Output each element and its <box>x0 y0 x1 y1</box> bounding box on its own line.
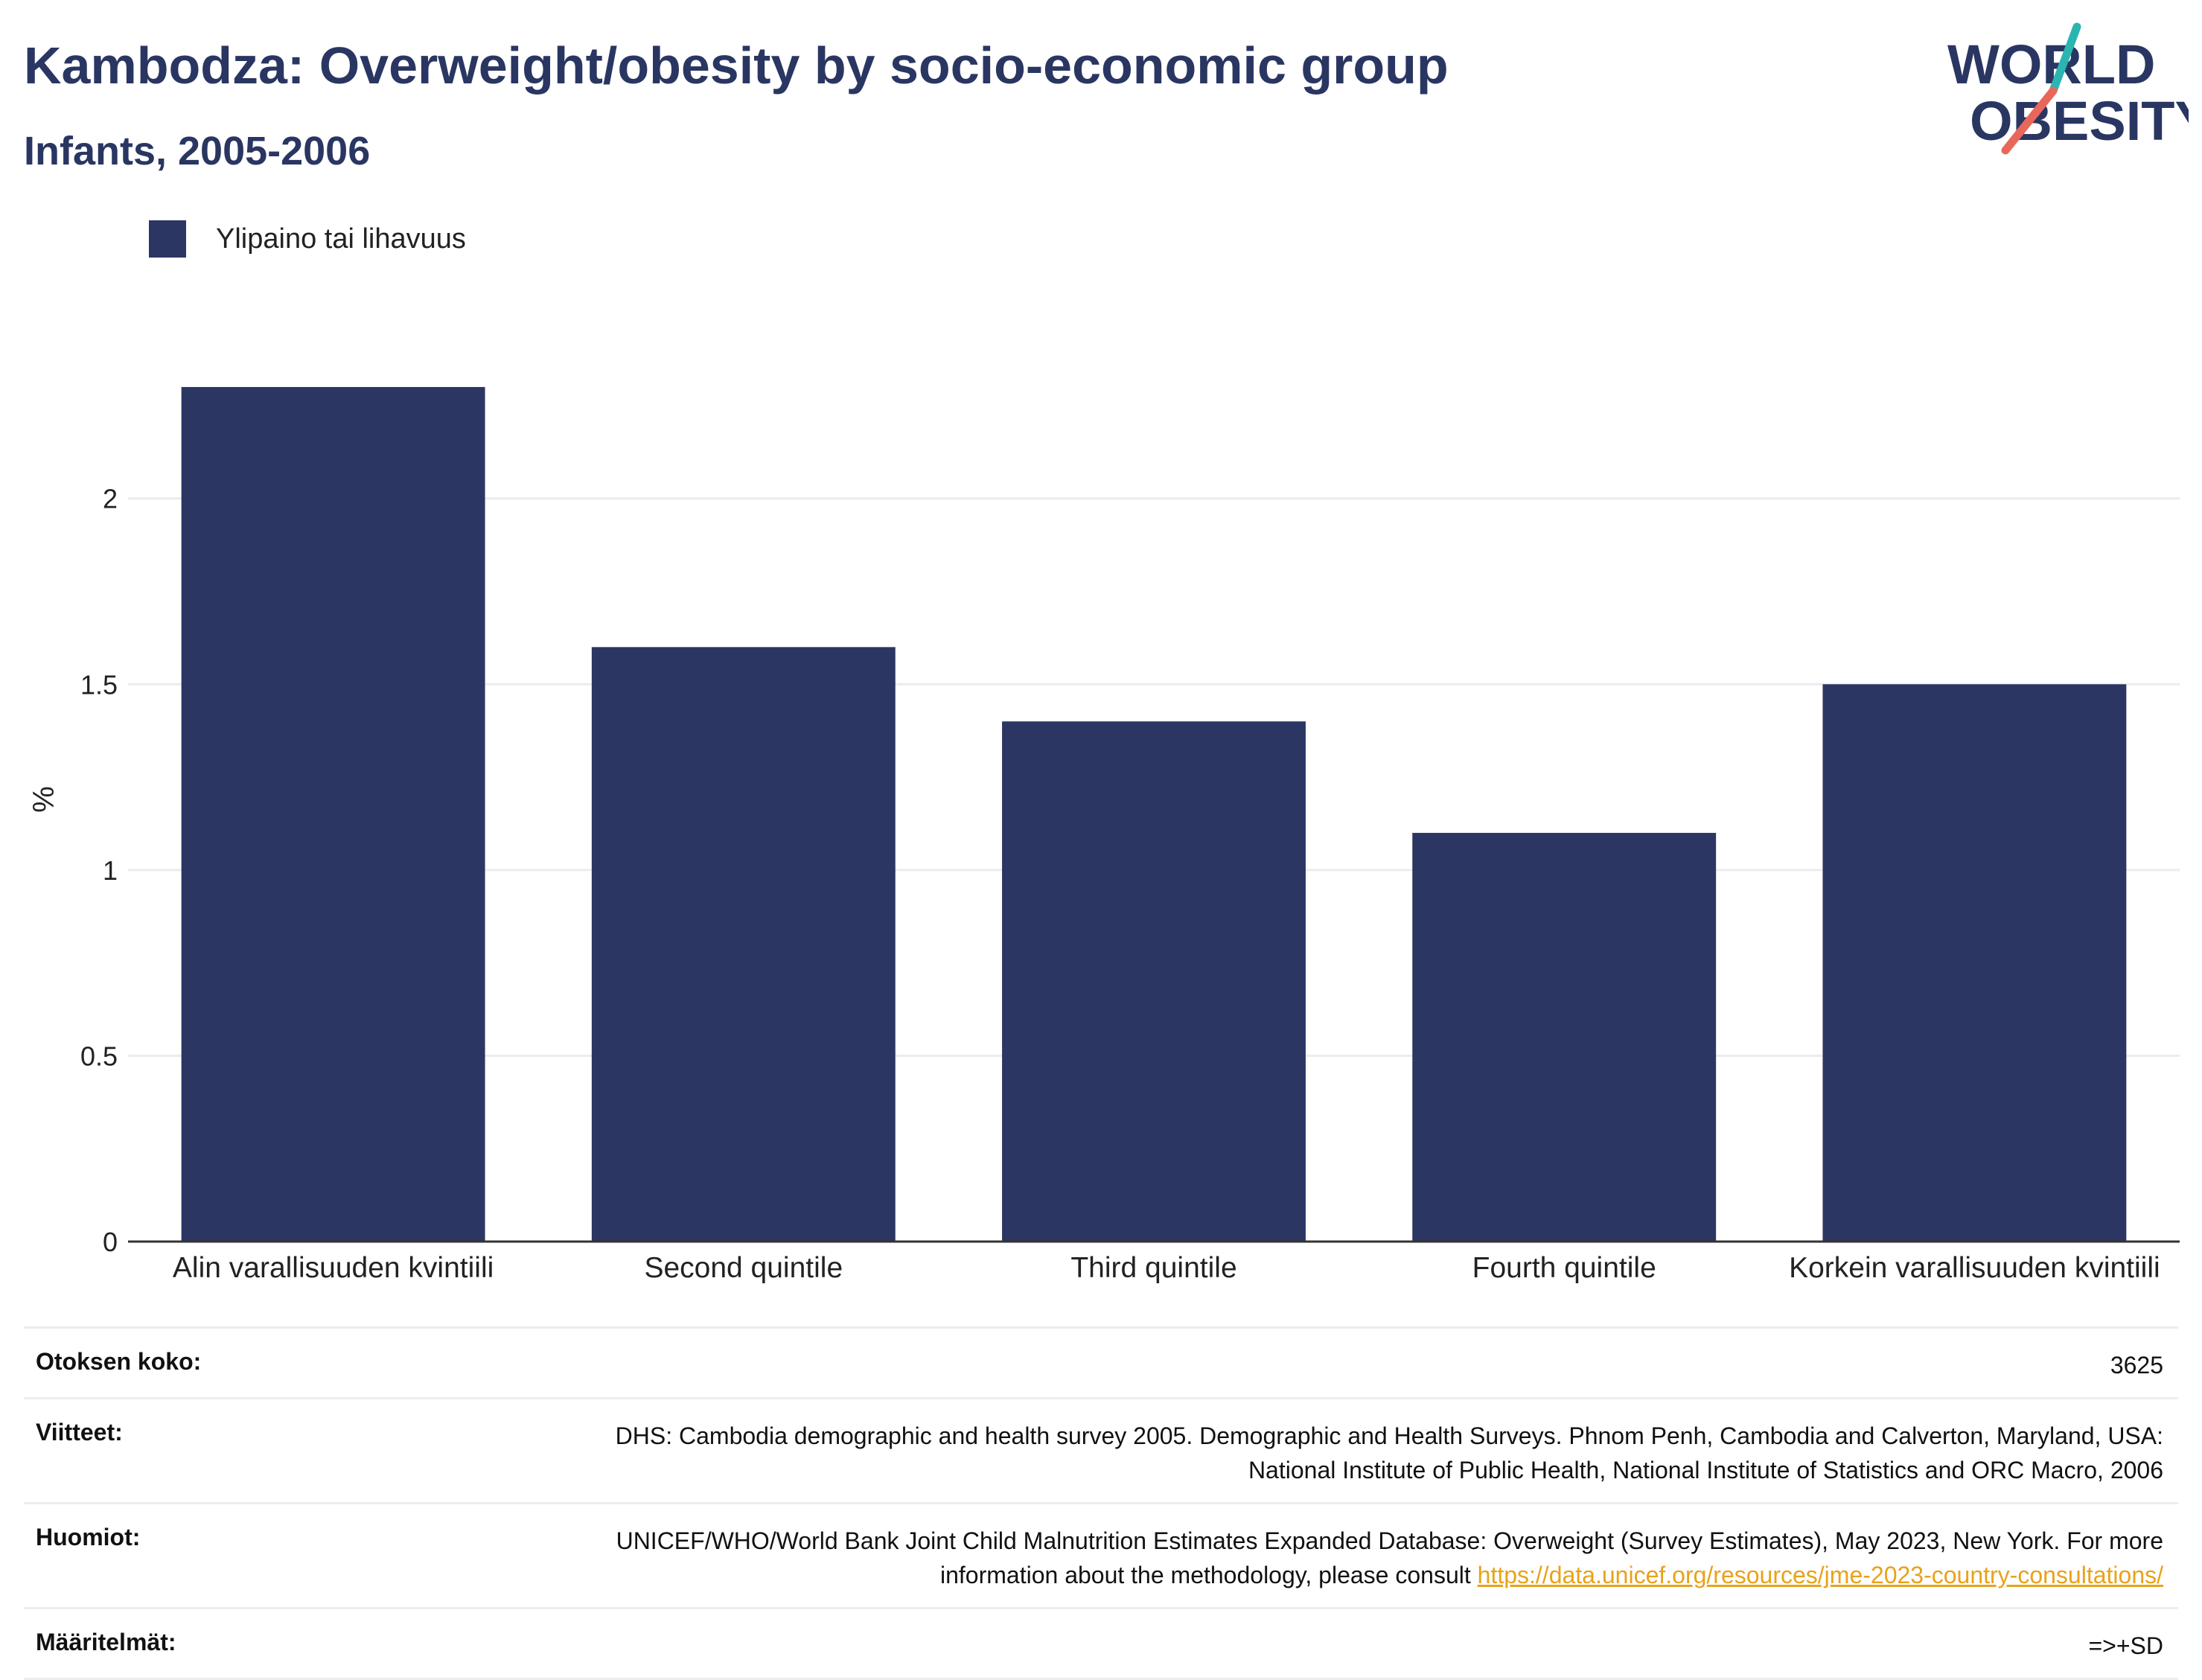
chart-title: Kambodza: Overweight/obesity by socio-ec… <box>24 36 1449 95</box>
definitions-label: Määritelmät: <box>36 1629 176 1655</box>
chart-footer: Otoksen koko: 3625 Viitteet: DHS: Cambod… <box>24 1326 2178 1680</box>
x-tick-label: Fourth quintile <box>1472 1252 1656 1284</box>
notes-link[interactable]: https://data.unicef.org/resources/jme-20… <box>1477 1562 2163 1588</box>
bar <box>1002 721 1306 1242</box>
logo-slash-red <box>2001 86 2058 155</box>
y-tick-label: 0 <box>103 1227 118 1257</box>
footer-row-sample-size: Otoksen koko: 3625 <box>24 1326 2178 1397</box>
legend-label: Ylipaino tai lihavuus <box>216 223 466 255</box>
bar <box>591 647 896 1242</box>
notes-value: UNICEF/WHO/World Bank Joint Child Malnut… <box>526 1524 2163 1592</box>
notes-label: Huomiot: <box>36 1524 141 1550</box>
logo-slash-teal <box>2049 22 2081 95</box>
world-obesity-logo: WORLD OBESITY <box>1947 22 2189 155</box>
sample-size-value: 3625 <box>2110 1352 2163 1379</box>
references-value: DHS: Cambodia demographic and health sur… <box>615 1422 2163 1483</box>
y-axis-label: % <box>28 786 60 813</box>
references-label: Viitteet: <box>36 1419 123 1446</box>
bar <box>181 386 485 1242</box>
y-tick-label: 0.5 <box>80 1041 118 1071</box>
logo-text-obesity: OBESITY <box>1970 90 2189 152</box>
footer-row-notes: Huomiot: UNICEF/WHO/World Bank Joint Chi… <box>24 1502 2178 1607</box>
bar-chart: 0 0.5 1 1.5 2% Alin varallisuuden kvintiili Se… <box>28 386 2180 1284</box>
y-tick-label: 1.5 <box>80 669 118 700</box>
x-tick-label: Korkein varallisuuden kvintiili <box>1789 1252 2160 1284</box>
y-tick-label: 1 <box>103 855 118 886</box>
footer-row-references: Viitteet: DHS: Cambodia demographic and … <box>24 1397 2178 1502</box>
bar <box>1412 832 1717 1242</box>
x-tick-label: Third quintile <box>1070 1252 1236 1284</box>
notes-text: UNICEF/WHO/World Bank Joint Child Malnut… <box>616 1527 2163 1588</box>
y-tick-label: 2 <box>103 484 118 514</box>
bar <box>1822 684 2127 1242</box>
sample-size-label: Otoksen koko: <box>36 1348 202 1375</box>
footer-row-definitions: Määritelmät: =>+SD <box>24 1607 2178 1680</box>
x-tick-label: Second quintile <box>644 1252 843 1284</box>
chart-subtitle: Infants, 2005-2006 <box>24 129 371 173</box>
legend-swatch <box>149 220 186 258</box>
definitions-value: =>+SD <box>2088 1632 2163 1659</box>
chart-legend[interactable]: Ylipaino tai lihavuus <box>149 220 466 258</box>
x-tick-label: Alin varallisuuden kvintiili <box>173 1252 494 1284</box>
